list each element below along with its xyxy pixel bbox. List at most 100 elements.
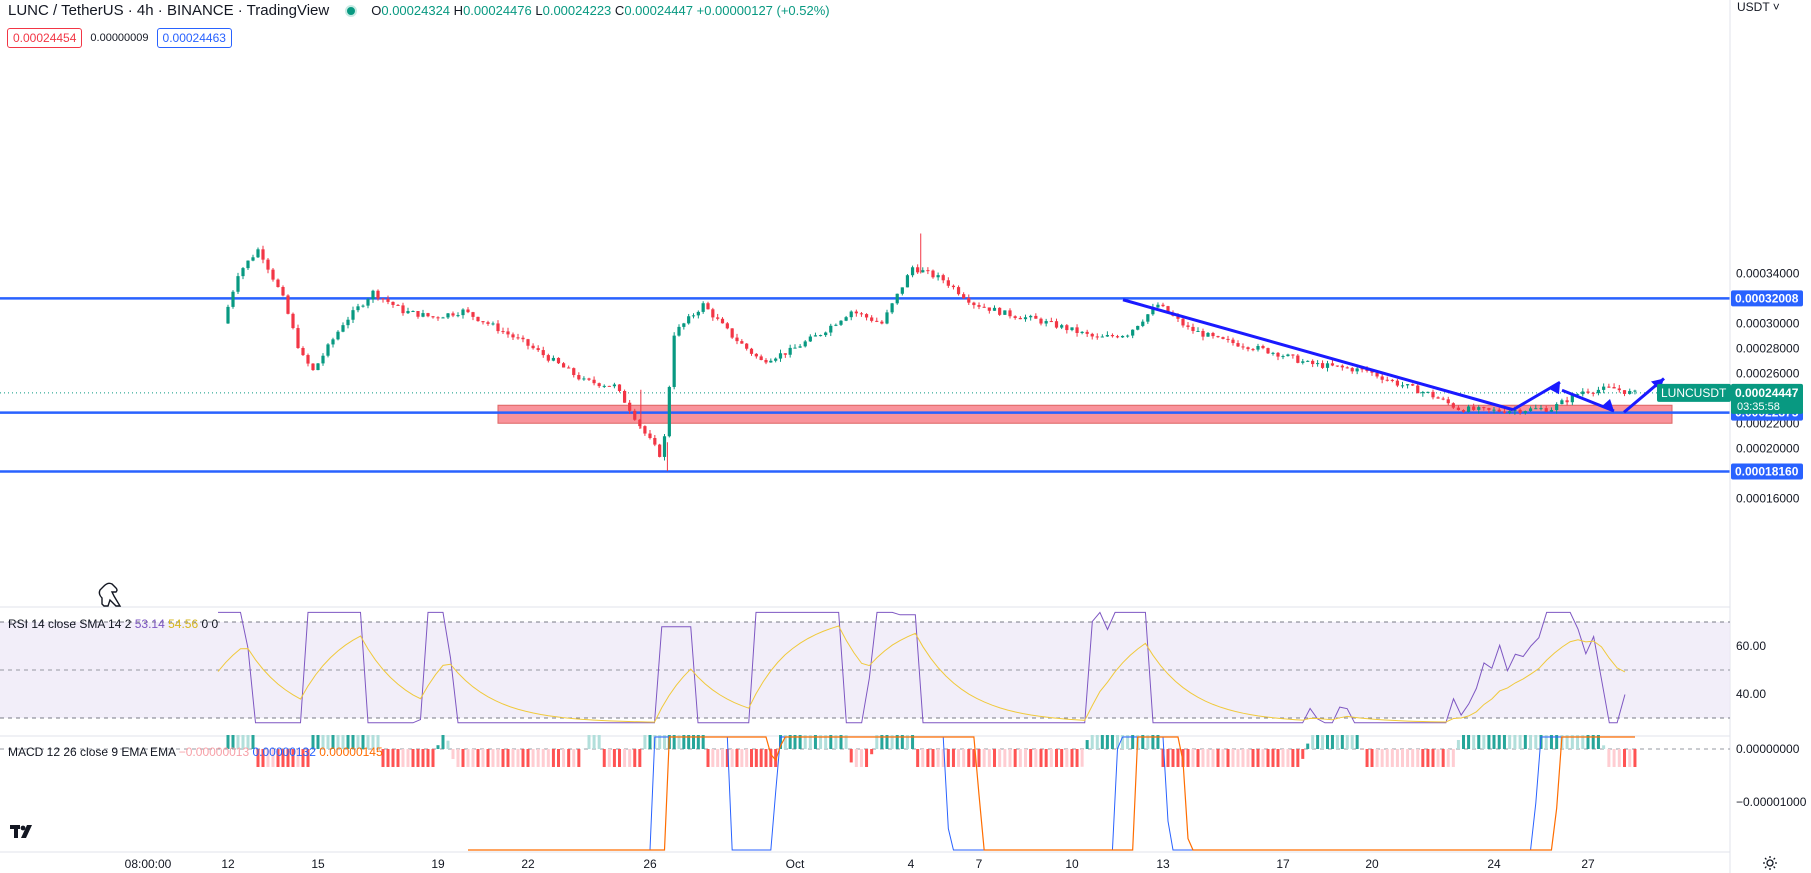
macd-histogram-bar	[361, 735, 365, 749]
candle	[808, 334, 812, 342]
macd-histogram-bar	[859, 749, 863, 767]
macd-tick-label: 0.00000000	[1736, 742, 1800, 756]
macd-histogram-bar	[226, 735, 230, 749]
candle-body	[803, 341, 807, 347]
tradingview-logo-icon[interactable]	[10, 822, 36, 842]
macd-histogram-bar	[366, 735, 370, 749]
macd-histogram-bar	[1570, 735, 1574, 749]
macd-histogram-bar	[1395, 749, 1399, 767]
candle-body	[1335, 365, 1339, 367]
candle-body	[1325, 363, 1330, 368]
candle-body	[261, 249, 265, 260]
candle	[764, 358, 768, 365]
macd-histogram-bar	[1549, 735, 1553, 749]
settings-gear-icon[interactable]	[1762, 855, 1778, 871]
candle	[1633, 389, 1637, 395]
candle	[271, 268, 275, 282]
candle-body	[1196, 330, 1200, 332]
symbol-title[interactable]: LUNC / TetherUS · 4h · BINANCE · Trading…	[8, 2, 330, 19]
candle-body	[1181, 318, 1185, 326]
candle-body	[793, 347, 797, 349]
time-tick-label: 19	[431, 857, 445, 871]
candle	[316, 363, 320, 371]
candle	[556, 357, 561, 364]
candle	[1286, 353, 1290, 357]
candle-body	[926, 270, 930, 272]
candle-body	[1345, 367, 1349, 369]
macd-histogram-bar	[1276, 749, 1280, 767]
macd-histogram-bar	[1633, 749, 1637, 767]
macd-histogram-bar	[1131, 735, 1135, 749]
macd-histogram-bar	[911, 735, 915, 749]
macd-histogram-bar	[1246, 749, 1250, 767]
candle	[662, 434, 667, 461]
candle-body	[854, 311, 858, 314]
candle	[396, 303, 400, 306]
price-tick-label: 0.00020000	[1736, 442, 1800, 456]
sell-price-button[interactable]: 0.00024454	[7, 28, 83, 48]
macd-histogram-bar	[1256, 749, 1260, 767]
candle	[1100, 334, 1104, 338]
candle-body	[643, 426, 647, 434]
macd-histogram-bar	[572, 749, 576, 767]
macd-histogram-bar	[643, 735, 647, 749]
candle-body	[316, 363, 320, 371]
macd-histogram-bar	[246, 735, 250, 749]
candle-body	[371, 290, 375, 300]
macd-legend[interactable]: MACD 12 26 close 9 EMA EMA −0.00000013 0…	[8, 745, 383, 759]
macd-histogram-bar	[1251, 749, 1255, 767]
macd-histogram-bar	[1482, 735, 1486, 749]
macd-histogram-bar	[783, 735, 787, 749]
candle-body	[1617, 388, 1621, 391]
macd-histogram-bar	[759, 749, 763, 767]
macd-histogram-bar	[1607, 749, 1611, 767]
candle	[331, 337, 335, 348]
candle	[567, 365, 571, 369]
candle-body	[1095, 336, 1099, 338]
candle	[769, 358, 773, 363]
rsi-line	[218, 611, 1626, 724]
rsi-legend[interactable]: RSI 14 close SMA 14 2 53.14 54.56 0 0	[8, 617, 219, 631]
candle	[880, 320, 884, 325]
macd-histogram-bar	[401, 749, 405, 767]
macd-histogram-bar	[1236, 749, 1240, 767]
currency-selector[interactable]: USDT ˅	[1737, 0, 1780, 14]
candle-body	[1120, 335, 1125, 338]
candle	[1400, 381, 1405, 389]
candle-body	[905, 275, 910, 288]
candle	[1095, 333, 1099, 340]
candle	[1617, 384, 1621, 393]
candle-body	[844, 317, 848, 321]
dinosaur-icon[interactable]	[96, 580, 122, 608]
macd-histogram-bar	[597, 735, 601, 749]
macd-histogram-bar	[993, 749, 996, 767]
macd-histogram-bar	[1513, 735, 1517, 749]
candle	[1607, 383, 1611, 388]
candle	[1508, 410, 1512, 415]
candle-body	[1340, 365, 1344, 368]
macd-histogram-bar	[849, 749, 853, 763]
macd-histogram-bar	[798, 735, 802, 749]
candle-body	[1416, 385, 1420, 394]
candle-body	[998, 307, 1002, 315]
candle	[951, 284, 956, 290]
macd-histogram-bar	[936, 749, 940, 767]
candle-body	[496, 323, 500, 332]
macd-histogram-bar	[1330, 735, 1334, 749]
candle	[1136, 325, 1140, 331]
macd-histogram-bar	[1095, 735, 1099, 749]
buy-price-button[interactable]: 0.00024463	[156, 28, 232, 48]
candle	[633, 408, 637, 421]
candle-body	[1436, 397, 1440, 399]
macd-histogram-bar	[1350, 735, 1354, 749]
candle	[546, 353, 550, 363]
price-tick-label: 0.00034000	[1736, 267, 1800, 281]
candle-body	[506, 331, 510, 335]
candle-body	[682, 323, 686, 327]
candle	[416, 310, 420, 319]
candle	[1466, 404, 1471, 413]
macd-histogram-bar	[1206, 749, 1210, 767]
candle	[992, 305, 997, 311]
macd-histogram-bar	[557, 749, 560, 767]
